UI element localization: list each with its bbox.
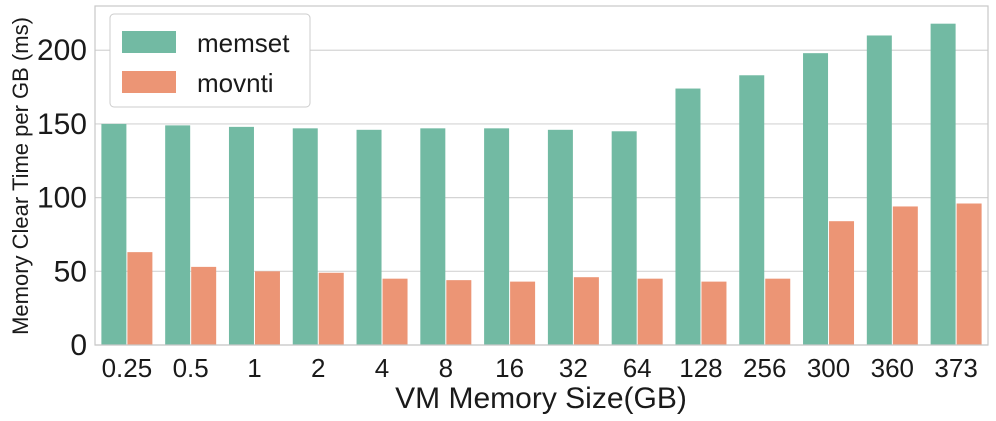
x-tick-labels: 0.25 0.5 1 2 4 8 16 32 64 128 256 300 360 373: [102, 353, 978, 383]
bar-movnti-8: [446, 280, 472, 345]
bar-movnti-0.5: [191, 266, 217, 345]
x-tick-label: 4: [375, 353, 389, 383]
bar-memset-300: [803, 53, 829, 345]
x-tick-label: 0.5: [173, 353, 209, 383]
bar-movnti-300: [829, 221, 855, 345]
y-tick-label: 150: [37, 108, 87, 141]
y-tick-label: 0: [70, 329, 87, 362]
x-tick-label: 32: [559, 353, 588, 383]
legend-swatch-memset: [122, 31, 176, 53]
bar-memset-2: [292, 128, 318, 345]
bar-memset-1: [228, 126, 254, 345]
x-tick-label: 64: [623, 353, 652, 383]
bar-movnti-0.25: [127, 252, 153, 345]
x-axis-title: VM Memory Size(GB): [395, 382, 687, 415]
legend-label-memset: memset: [197, 28, 290, 58]
legend-swatch-movnti: [122, 71, 176, 93]
bar-movnti-32: [573, 277, 599, 345]
bar-movnti-64: [637, 278, 663, 345]
y-tick-label: 200: [37, 34, 87, 67]
bar-memset-0.25: [101, 123, 127, 345]
bars: [101, 23, 982, 346]
legend: memset movnti: [109, 13, 311, 108]
x-tick-label: 360: [871, 353, 914, 383]
bar-memset-360: [866, 35, 892, 345]
bar-movnti-256: [765, 278, 791, 345]
x-tick-label: 128: [679, 353, 722, 383]
y-tick-labels: 0 50 100 150 200: [37, 34, 87, 362]
bar-memset-64: [611, 131, 637, 345]
x-tick-label: 300: [807, 353, 850, 383]
bar-movnti-16: [510, 281, 536, 345]
bar-movnti-360: [892, 206, 918, 345]
bar-movnti-128: [701, 281, 727, 345]
y-axis-title: Memory Clear Time per GB (ms): [8, 17, 33, 335]
bar-movnti-4: [382, 278, 408, 345]
x-tick-label: 373: [934, 353, 977, 383]
bar-memset-373: [930, 23, 956, 346]
bar-memset-256: [739, 75, 765, 345]
x-tick-label: 8: [439, 353, 453, 383]
bar-memset-8: [420, 128, 446, 345]
y-tick-label: 100: [37, 182, 87, 215]
plot-frame: [94, 5, 989, 346]
legend-label-movnti: movnti: [197, 68, 274, 98]
bar-movnti-373: [956, 203, 982, 345]
x-tick-label: 0.25: [102, 353, 153, 383]
bar-memset-128: [675, 88, 701, 346]
bar-movnti-2: [318, 272, 344, 345]
bar-memset-4: [356, 129, 382, 345]
bar-memset-16: [484, 128, 510, 345]
bar-memset-32: [547, 129, 573, 345]
bar-movnti-1: [254, 271, 280, 345]
x-tick-label: 256: [743, 353, 786, 383]
x-tick-label: 1: [247, 353, 261, 383]
y-tick-label: 50: [54, 255, 87, 288]
bar-memset-0.5: [165, 125, 191, 345]
x-tick-label: 2: [311, 353, 325, 383]
x-tick-label: 16: [495, 353, 524, 383]
